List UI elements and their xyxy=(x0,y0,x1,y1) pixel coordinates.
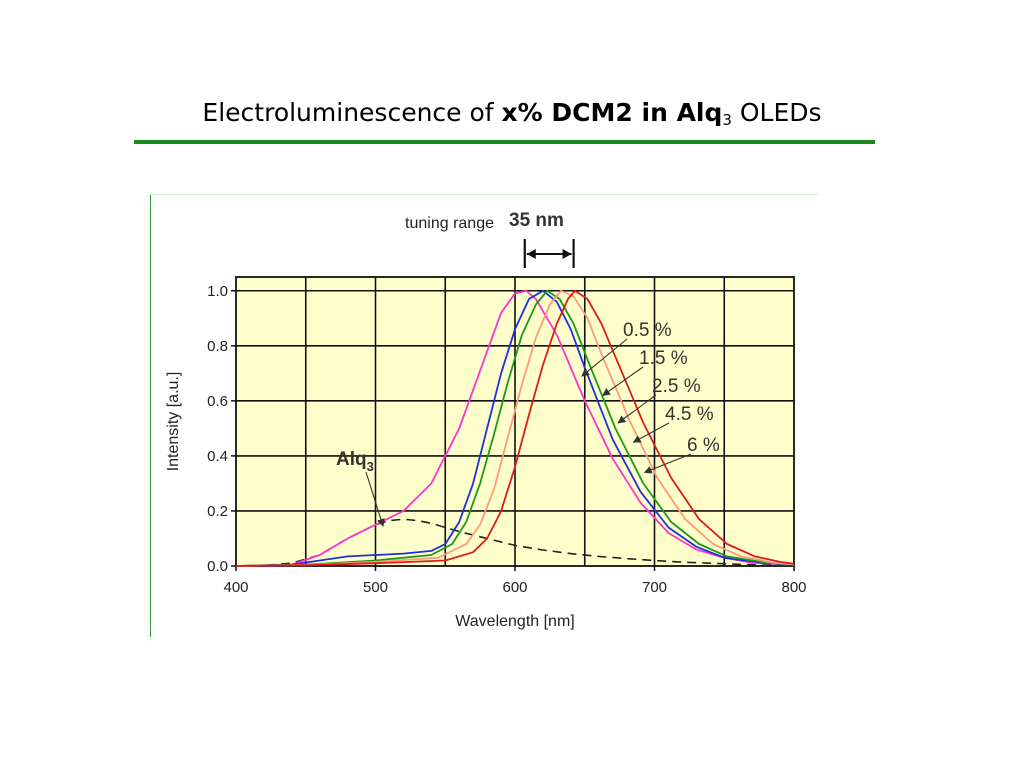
series-line-0-5 xyxy=(235,289,795,567)
title-bold: x% DCM2 in Alq xyxy=(501,98,723,127)
alq3-label-main: Alq xyxy=(336,449,367,470)
slide-title: Electroluminescence of x% DCM2 in Alq3 O… xyxy=(0,98,1024,129)
series-label: 6 % xyxy=(687,435,720,456)
series-line-2-5 xyxy=(235,289,795,567)
tuning-range-label: tuning range xyxy=(405,215,494,232)
series-line-6 xyxy=(235,289,795,567)
figure-top-border xyxy=(150,194,818,195)
y-tick-label: 0.4 xyxy=(207,448,228,465)
tuning-range-value: 35 nm xyxy=(509,210,564,231)
alq3-label-sub: 3 xyxy=(367,459,374,474)
x-tick-label: 700 xyxy=(642,579,667,596)
series-label: 2.5 % xyxy=(652,376,701,397)
series-label-arrow xyxy=(617,394,657,424)
series-label-arrow xyxy=(632,422,670,443)
tuning-range-arrow-left xyxy=(526,249,536,259)
y-tick-label: 0.2 xyxy=(207,503,228,520)
x-tick-label: 500 xyxy=(363,579,388,596)
tuning-range-arrow-right xyxy=(562,249,572,259)
series-line-4-5 xyxy=(235,289,795,567)
title-sub: 3 xyxy=(722,111,732,129)
series-label-arrow xyxy=(581,338,628,377)
title-post: OLEDs xyxy=(731,98,822,127)
alq3-arrow xyxy=(365,471,385,527)
x-axis-label: Wavelength [nm] xyxy=(455,613,574,630)
series-label: 0.5 % xyxy=(623,320,672,341)
series-label: 4.5 % xyxy=(665,404,714,425)
figure-left-border xyxy=(150,194,151,637)
y-tick-label: 0.8 xyxy=(207,338,228,355)
y-tick-label: 0.6 xyxy=(207,393,228,410)
x-tick-label: 400 xyxy=(223,579,248,596)
title-rule xyxy=(134,140,875,144)
alq3-label: Alq3 xyxy=(336,449,374,474)
x-tick-label: 600 xyxy=(502,579,527,596)
series-line-1-5 xyxy=(235,289,795,567)
y-axis-label: Intensity [a.u.] xyxy=(165,372,182,472)
y-tick-label: 1.0 xyxy=(207,283,228,300)
series-label-arrow xyxy=(643,453,692,474)
y-tick-label: 0.0 xyxy=(207,558,228,575)
series-label-arrow xyxy=(602,366,644,396)
title-pre: Electroluminescence of xyxy=(202,98,502,127)
series-label: 1.5 % xyxy=(639,348,688,369)
x-tick-label: 800 xyxy=(781,579,806,596)
